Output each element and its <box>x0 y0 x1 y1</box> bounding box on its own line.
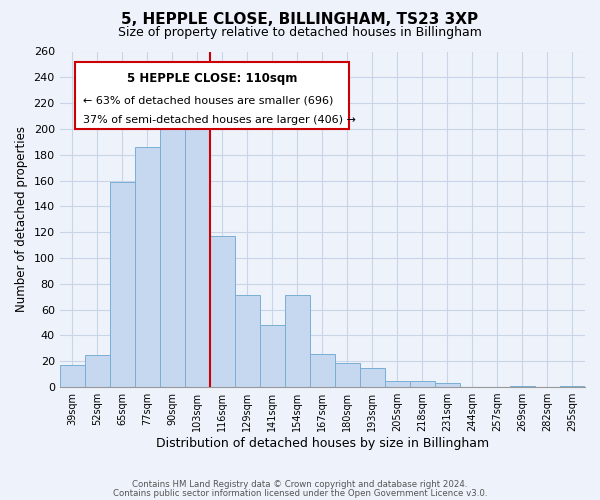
Bar <box>410 380 435 387</box>
Bar <box>85 355 110 387</box>
Bar <box>510 386 535 387</box>
Text: Contains HM Land Registry data © Crown copyright and database right 2024.: Contains HM Land Registry data © Crown c… <box>132 480 468 489</box>
Bar <box>360 368 385 387</box>
Bar <box>335 362 360 387</box>
Bar <box>385 380 410 387</box>
Bar <box>135 147 160 387</box>
Bar <box>110 182 135 387</box>
Bar <box>285 296 310 387</box>
Text: Size of property relative to detached houses in Billingham: Size of property relative to detached ho… <box>118 26 482 39</box>
Bar <box>59 365 85 387</box>
Text: 5 HEPPLE CLOSE: 110sqm: 5 HEPPLE CLOSE: 110sqm <box>127 72 297 85</box>
Bar <box>560 386 585 387</box>
X-axis label: Distribution of detached houses by size in Billingham: Distribution of detached houses by size … <box>156 437 489 450</box>
Text: ← 63% of detached houses are smaller (696): ← 63% of detached houses are smaller (69… <box>83 95 334 105</box>
FancyBboxPatch shape <box>76 62 349 128</box>
Bar <box>185 108 210 387</box>
Bar <box>260 325 285 387</box>
Bar <box>235 296 260 387</box>
Bar <box>210 236 235 387</box>
Text: Contains public sector information licensed under the Open Government Licence v3: Contains public sector information licen… <box>113 488 487 498</box>
Bar <box>310 354 335 387</box>
Y-axis label: Number of detached properties: Number of detached properties <box>15 126 28 312</box>
Text: 37% of semi-detached houses are larger (406) →: 37% of semi-detached houses are larger (… <box>83 116 356 126</box>
Bar <box>435 383 460 387</box>
Bar <box>160 118 185 387</box>
Text: 5, HEPPLE CLOSE, BILLINGHAM, TS23 3XP: 5, HEPPLE CLOSE, BILLINGHAM, TS23 3XP <box>121 12 479 28</box>
